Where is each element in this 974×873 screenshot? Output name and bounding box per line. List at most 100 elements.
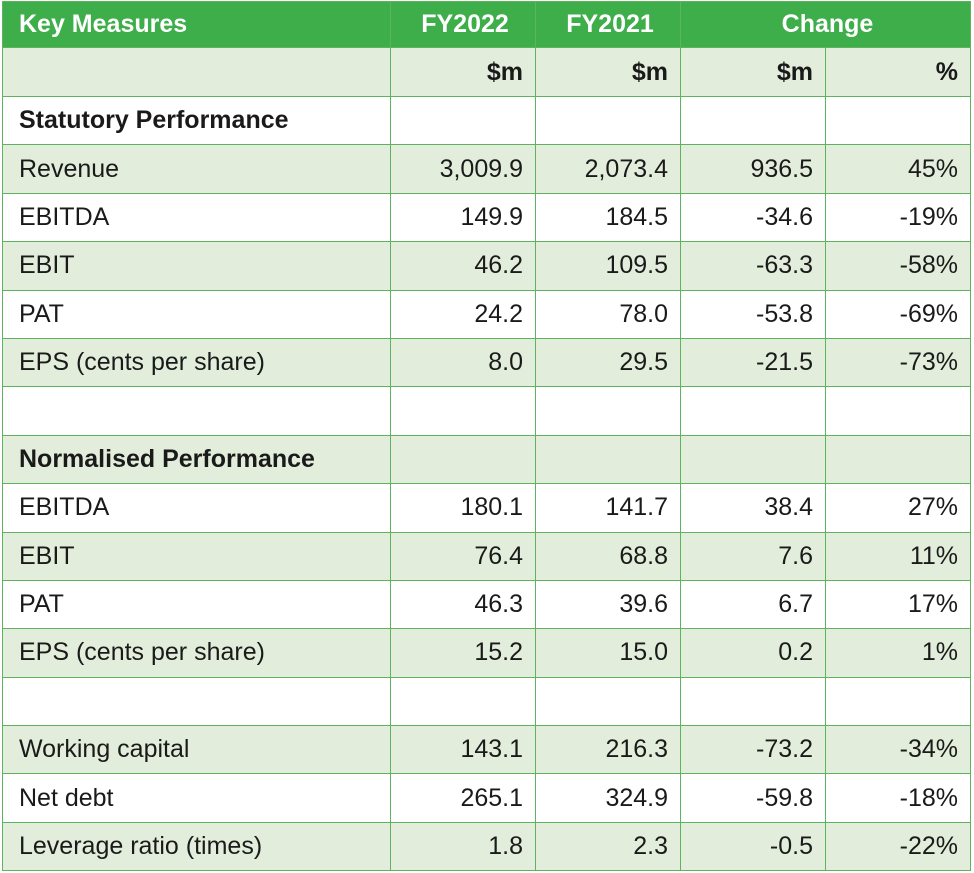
header-change: Change — [680, 1, 971, 48]
change-amount — [680, 386, 826, 436]
unit-change-percent: % — [825, 47, 971, 97]
change-percent: -73% — [825, 337, 971, 388]
change-percent: -18% — [825, 773, 971, 823]
section-title: Statutory Performance — [2, 95, 391, 146]
table-body: Statutory Performance Revenue 3,009.9 2,073… — [2, 95, 971, 872]
row-label: Revenue — [2, 144, 391, 194]
fy2022-value: 180.1 — [390, 483, 536, 533]
table-row: Revenue 3,009.9 2,073.4 936.5 45% — [2, 144, 971, 194]
change-amount: 6.7 — [680, 579, 826, 630]
section-title: Normalised Performance — [2, 434, 391, 485]
fy2022-value: 265.1 — [390, 773, 536, 823]
table-row: EBITDA 180.1 141.7 38.4 27% — [2, 483, 971, 533]
row-label: EBITDA — [2, 192, 391, 243]
table-row: Leverage ratio (times) 1.8 2.3 -0.5 -22% — [2, 821, 971, 872]
row-label: EBIT — [2, 531, 391, 581]
unit-fy2022: $m — [390, 47, 536, 97]
fy2022-value: 46.2 — [390, 241, 536, 291]
fy2022-value: 76.4 — [390, 531, 536, 581]
table-row: PAT 24.2 78.0 -53.8 -69% — [2, 289, 971, 339]
change-percent: 11% — [825, 531, 971, 581]
unit-fy2021: $m — [535, 47, 681, 97]
change-amount: -63.3 — [680, 241, 826, 291]
fy2021-value: 29.5 — [535, 337, 681, 388]
fy2022-value: 1.8 — [390, 821, 536, 872]
row-label: EPS (cents per share) — [2, 337, 391, 388]
row-label: Working capital — [2, 725, 391, 775]
row-label: EBIT — [2, 241, 391, 291]
fy2021-value — [535, 434, 681, 485]
fy2022-value: 24.2 — [390, 289, 536, 339]
fy2021-value: 15.0 — [535, 628, 681, 678]
section-header-row: Statutory Performance — [2, 95, 971, 146]
fy2022-value: 8.0 — [390, 337, 536, 388]
change-percent: -34% — [825, 725, 971, 775]
row-label: PAT — [2, 289, 391, 339]
row-label: PAT — [2, 579, 391, 630]
unit-change-amount: $m — [680, 47, 826, 97]
change-percent: -22% — [825, 821, 971, 872]
change-amount — [680, 676, 826, 727]
change-amount: -0.5 — [680, 821, 826, 872]
spacer-row — [2, 676, 971, 727]
fy2021-value — [535, 676, 681, 727]
fy2021-value: 39.6 — [535, 579, 681, 630]
fy2021-value: 2,073.4 — [535, 144, 681, 194]
table-row: EBITDA 149.9 184.5 -34.6 -19% — [2, 192, 971, 243]
table-row: EPS (cents per share) 15.2 15.0 0.2 1% — [2, 628, 971, 678]
change-amount — [680, 95, 826, 146]
fy2021-value — [535, 386, 681, 436]
fy2022-value — [390, 386, 536, 436]
fy2022-value: 149.9 — [390, 192, 536, 243]
table-row: Net debt 265.1 324.9 -59.8 -18% — [2, 773, 971, 823]
change-amount: -73.2 — [680, 725, 826, 775]
change-amount — [680, 434, 826, 485]
fy2022-value: 3,009.9 — [390, 144, 536, 194]
row-label: EBITDA — [2, 483, 391, 533]
change-percent: 45% — [825, 144, 971, 194]
fy2021-value: 109.5 — [535, 241, 681, 291]
change-amount: -21.5 — [680, 337, 826, 388]
fy2021-value: 68.8 — [535, 531, 681, 581]
table-row: EPS (cents per share) 8.0 29.5 -21.5 -73% — [2, 337, 971, 388]
table-row: EBIT 46.2 109.5 -63.3 -58% — [2, 241, 971, 291]
fy2021-value — [535, 95, 681, 146]
row-label: Net debt — [2, 773, 391, 823]
fy2021-value: 184.5 — [535, 192, 681, 243]
header-fy2021: FY2021 — [535, 1, 681, 48]
fy2022-value — [390, 95, 536, 146]
header-row: Key Measures FY2022 FY2021 Change — [2, 1, 971, 48]
change-percent: 27% — [825, 483, 971, 533]
change-percent: 1% — [825, 628, 971, 678]
fy2022-value — [390, 676, 536, 727]
header-key-measures: Key Measures — [2, 1, 391, 48]
fy2021-value: 216.3 — [535, 725, 681, 775]
row-label: Leverage ratio (times) — [2, 821, 391, 872]
units-row: $m $m $m % — [2, 47, 971, 97]
change-percent — [825, 95, 971, 146]
fy2022-value: 46.3 — [390, 579, 536, 630]
change-amount: 0.2 — [680, 628, 826, 678]
change-percent: -69% — [825, 289, 971, 339]
table-row: Working capital 143.1 216.3 -73.2 -34% — [2, 725, 971, 775]
row-label — [2, 386, 391, 436]
header-fy2022: FY2022 — [390, 1, 536, 48]
change-amount: -59.8 — [680, 773, 826, 823]
fy2021-value: 141.7 — [535, 483, 681, 533]
fy2022-value — [390, 434, 536, 485]
section-header-row: Normalised Performance — [2, 434, 971, 485]
change-percent — [825, 386, 971, 436]
fy2022-value: 143.1 — [390, 725, 536, 775]
fy2021-value: 78.0 — [535, 289, 681, 339]
table-row: PAT 46.3 39.6 6.7 17% — [2, 579, 971, 630]
row-label — [2, 676, 391, 727]
fy2021-value: 324.9 — [535, 773, 681, 823]
change-amount: -34.6 — [680, 192, 826, 243]
change-amount: 38.4 — [680, 483, 826, 533]
row-label: EPS (cents per share) — [2, 628, 391, 678]
spacer-row — [2, 386, 971, 436]
change-percent: -19% — [825, 192, 971, 243]
change-amount: 936.5 — [680, 144, 826, 194]
fy2022-value: 15.2 — [390, 628, 536, 678]
